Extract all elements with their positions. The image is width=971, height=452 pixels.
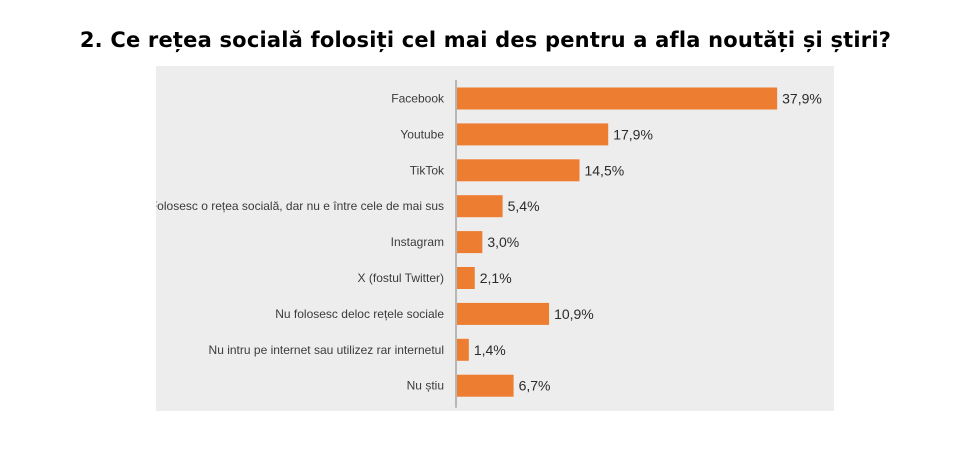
bar-chart: Facebook 37,9% Youtube 17,9% TikTok 14,5% Folo… — [156, 80, 822, 408]
chart-panel: Facebook 37,9% Youtube 17,9% TikTok 14,5% Folo… — [156, 66, 834, 411]
category-label: Youtube — [400, 127, 444, 141]
data-label: 5,4% — [508, 198, 540, 214]
data-label: 10,9% — [554, 306, 594, 322]
category-label: Instagram — [391, 235, 444, 249]
bar — [457, 338, 469, 361]
bars-group: Facebook 37,9% Youtube 17,9% TikTok 14,5% Folo… — [156, 87, 822, 397]
category-label: X (fostul Twitter) — [358, 271, 444, 285]
category-label: Facebook — [391, 92, 445, 106]
data-label: 3,0% — [487, 234, 519, 250]
bar — [457, 87, 778, 110]
category-label: TikTok — [410, 163, 445, 177]
bar — [457, 159, 580, 182]
category-label: Nu intru pe internet sau utilizez rar in… — [209, 343, 444, 357]
bar — [457, 267, 475, 289]
category-label: Folosesc o rețea socială, dar nu e între… — [156, 199, 444, 213]
bar — [457, 374, 514, 397]
bar — [457, 123, 609, 146]
data-label: 14,5% — [584, 162, 624, 178]
data-label: 2,1% — [480, 270, 512, 286]
category-label: Nu folosesc deloc rețele sociale — [275, 307, 444, 321]
bar — [457, 231, 483, 254]
category-label: Nu știu — [407, 379, 444, 393]
data-label: 37,9% — [782, 91, 822, 107]
data-label: 17,9% — [613, 126, 653, 142]
data-label: 6,7% — [519, 378, 551, 394]
page-title: 2. Ce rețea socială folosiți cel mai des… — [79, 28, 892, 52]
bar — [457, 195, 503, 218]
data-label: 1,4% — [474, 342, 506, 358]
bar — [457, 302, 550, 325]
